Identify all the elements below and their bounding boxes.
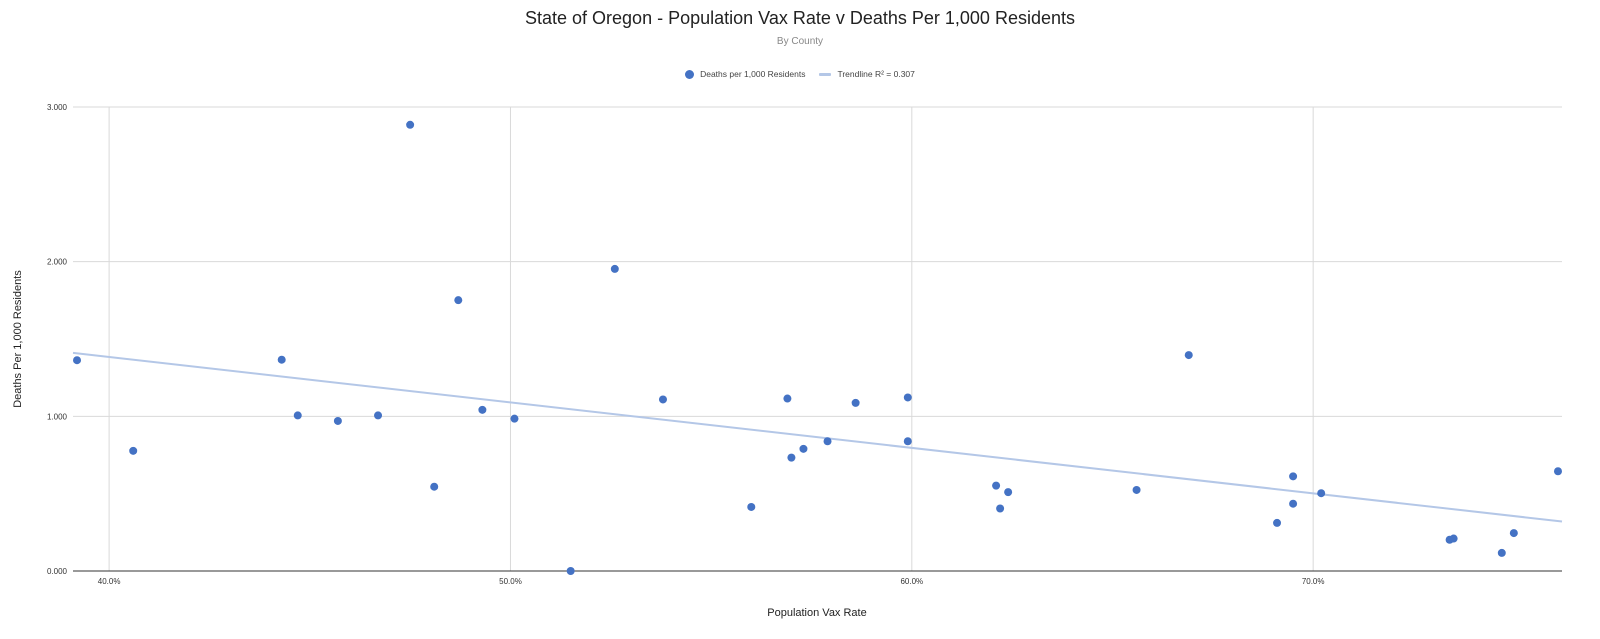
x-tick-label: 60.0% (900, 577, 923, 586)
data-point (406, 120, 415, 129)
data-point (510, 414, 519, 423)
data-point (454, 296, 463, 305)
points-layer (73, 120, 1562, 575)
grid (73, 106, 1562, 571)
data-point (996, 504, 1005, 513)
data-point (992, 481, 1001, 490)
data-point (430, 482, 439, 491)
data-point (333, 416, 342, 425)
x-tick-label: 40.0% (98, 577, 121, 586)
data-point (1004, 488, 1013, 497)
data-point (1184, 351, 1193, 360)
data-point (478, 405, 487, 414)
data-point (277, 355, 286, 364)
tick-labels: 0.000 1.000 2.000 3.000 40.0% 50.0% 60.0% 70.0% (47, 103, 1325, 586)
legend-item-deaths: Deaths per 1,000 Residents (685, 69, 805, 79)
data-point (903, 437, 912, 446)
trendline-layer (72, 351, 1563, 523)
y-axis-label: Deaths Per 1,000 Residents (12, 270, 24, 408)
data-point (747, 502, 756, 511)
data-point (783, 394, 792, 403)
data-point (293, 411, 302, 420)
data-point (799, 444, 808, 453)
x-tick-label: 50.0% (499, 577, 522, 586)
data-point (1317, 489, 1326, 498)
data-point (610, 264, 619, 273)
y-tick-label: 0.000 (47, 567, 68, 576)
data-point (73, 356, 82, 365)
data-point (1273, 518, 1282, 527)
legend-item-trendline: Trendline R² = 0.307 (819, 69, 915, 79)
legend: Deaths per 1,000 Residents Trendline R² … (0, 69, 1600, 79)
data-point (1289, 499, 1298, 508)
x-axis-label: Population Vax Rate (767, 607, 866, 619)
data-point (566, 567, 575, 575)
y-tick-label: 2.000 (47, 258, 68, 267)
data-point (1553, 467, 1562, 476)
legend-marker-line-icon (819, 72, 832, 76)
data-point (1497, 548, 1506, 557)
legend-marker-dot-icon (685, 69, 695, 79)
chart-title: State of Oregon - Population Vax Rate v … (525, 8, 1075, 28)
y-tick-label: 1.000 (47, 412, 68, 421)
chart-subtitle: By County (776, 36, 824, 47)
data-point (1449, 534, 1458, 543)
data-point (1289, 472, 1298, 481)
legend-label-trendline: Trendline R² = 0.307 (837, 69, 915, 79)
data-point (823, 437, 832, 446)
trendline (72, 351, 1563, 523)
data-point (129, 446, 138, 455)
x-tick-label: 70.0% (1302, 577, 1325, 586)
data-point (851, 398, 860, 407)
data-point (374, 411, 383, 420)
data-point (787, 453, 796, 462)
legend-label-deaths: Deaths per 1,000 Residents (700, 69, 806, 79)
data-point (658, 395, 667, 404)
y-tick-label: 3.000 (47, 103, 68, 112)
data-point (1132, 485, 1141, 494)
data-point (903, 393, 912, 402)
data-point (1509, 529, 1518, 538)
